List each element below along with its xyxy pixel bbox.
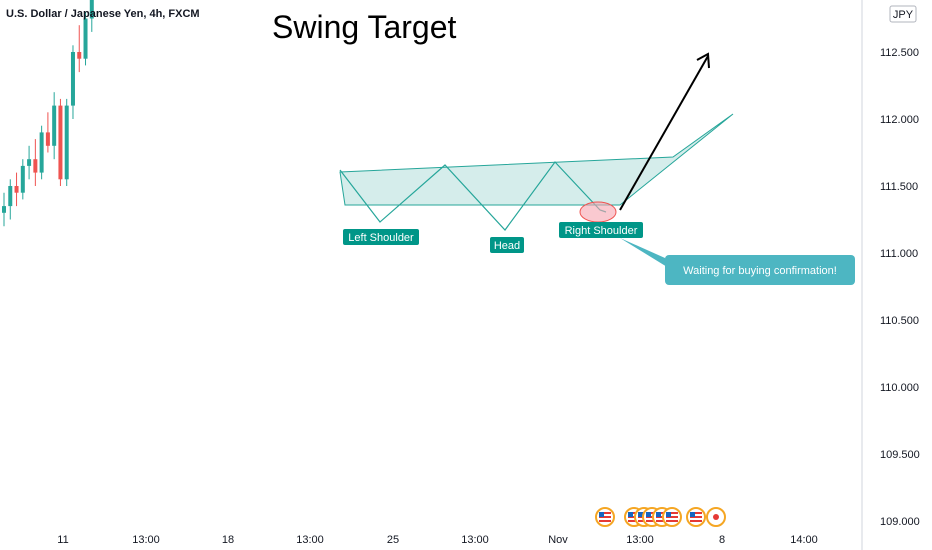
- us-canton: [628, 512, 633, 517]
- us-stripe-white: [599, 514, 611, 516]
- us-stripe-white: [666, 518, 678, 520]
- candle-body: [58, 105, 63, 180]
- symbol-title: U.S. Dollar / Japanese Yen, 4h, FXCM: [6, 8, 200, 20]
- candle-body: [89, 0, 94, 19]
- right-shoulder-highlight: [579, 201, 617, 223]
- us-stripe-white: [690, 518, 702, 520]
- us-canton: [656, 512, 661, 517]
- us-stripes: [666, 512, 678, 522]
- candle-body: [52, 105, 57, 146]
- candle-body: [33, 159, 38, 173]
- candle-body: [70, 52, 75, 106]
- economic-events[interactable]: [595, 507, 726, 527]
- left-shoulder-label: Left Shoulder: [343, 229, 419, 245]
- candle-body: [83, 18, 88, 59]
- candle-body: [14, 186, 19, 193]
- candle-body: [64, 105, 69, 180]
- time-tick-label: 14:00: [790, 534, 818, 546]
- price-tick-label: 111.500: [880, 181, 918, 193]
- us-flag-icon[interactable]: [595, 507, 615, 527]
- price-tag: 113.756 01:52:21: [876, 195, 919, 219]
- price-tick-label: 112.500: [880, 47, 919, 59]
- us-stripe-white: [646, 514, 658, 516]
- time-tick-label: 13:00: [132, 534, 160, 546]
- us-stripe-white: [628, 514, 640, 516]
- candle-body: [8, 186, 13, 207]
- time-tick-label: 18: [222, 534, 234, 546]
- head-label-text: Head: [494, 240, 520, 252]
- jp-sun: [713, 514, 719, 520]
- target-arrow-head: [696, 52, 710, 69]
- time-tick-label: Nov: [548, 534, 568, 546]
- price-tick-label: 109.000: [880, 516, 920, 528]
- us-stripe-white: [628, 518, 640, 520]
- candle-body: [20, 165, 25, 193]
- candle-body: [27, 159, 32, 166]
- time-tick-label: 13:00: [461, 534, 489, 546]
- us-stripes: [599, 512, 611, 522]
- us-stripe-white: [599, 518, 611, 520]
- time-tick-label: 13:00: [626, 534, 654, 546]
- price-tag-value: 113.756: [878, 195, 917, 207]
- callout-box: [665, 255, 855, 285]
- time-axis[interactable]: 11 13:00 18 13:00 25 13:00 Nov 13:00 8 14:00: [57, 534, 817, 546]
- candles-group: [2, 0, 94, 227]
- time-tick-label: 13:00: [296, 534, 324, 546]
- callout-text: Waiting for buying confirmation!: [683, 265, 837, 277]
- head-label: Head: [490, 237, 524, 253]
- us-stripe-white: [666, 514, 678, 516]
- right-shoulder-label-text: Right Shoulder: [565, 225, 638, 237]
- us-flag-icon[interactable]: [686, 507, 706, 527]
- candle-body: [39, 132, 44, 173]
- us-canton: [638, 512, 643, 517]
- target-arrow-line: [619, 55, 709, 211]
- time-tick-label: 8: [719, 534, 725, 546]
- us-stripes: [690, 512, 702, 522]
- time-tick-label: 11: [57, 534, 68, 546]
- currency-badge[interactable]: JPY: [889, 5, 917, 23]
- price-tick-label: 112.000: [880, 114, 919, 126]
- head-label-bg: [490, 237, 524, 253]
- jp-flag-icon[interactable]: [706, 507, 726, 527]
- us-stripe-white: [656, 518, 668, 520]
- time-tick-label: 25: [387, 534, 399, 546]
- left-shoulder-label-text: Left Shoulder: [348, 232, 414, 244]
- price-tick-label: 110.500: [880, 315, 919, 327]
- price-axis[interactable]: 116.000115.500115.000114.500114.000113.5…: [880, 0, 920, 528]
- price-tick-label: 111.000: [880, 248, 918, 260]
- candle-body: [45, 132, 50, 146]
- us-canton: [646, 512, 651, 517]
- price-tag-countdown: 01:52:21: [876, 207, 919, 219]
- us-canton: [666, 512, 671, 517]
- currency-badge-box: [889, 5, 917, 23]
- currency-badge-text: JPY: [893, 9, 914, 21]
- right-shoulder-label: Right Shoulder: [559, 222, 643, 238]
- left-shoulder-label-bg: [343, 229, 419, 245]
- right-shoulder-label-bg: [559, 222, 643, 238]
- callout: Waiting for buying confirmation!: [620, 238, 855, 285]
- us-flag-icon[interactable]: [662, 507, 682, 527]
- us-stripe-white: [690, 514, 702, 516]
- us-canton: [690, 512, 695, 517]
- us-canton: [599, 512, 604, 517]
- us-stripe-white: [656, 514, 668, 516]
- price-tick-label: 109.500: [880, 449, 920, 461]
- swing-target-label: Swing Target: [272, 9, 457, 45]
- candle-body: [2, 206, 6, 213]
- price-tick-label: 110.000: [880, 382, 919, 394]
- candle-body: [77, 52, 82, 59]
- us-stripe-white: [646, 518, 658, 520]
- callout-pointer: [620, 238, 672, 270]
